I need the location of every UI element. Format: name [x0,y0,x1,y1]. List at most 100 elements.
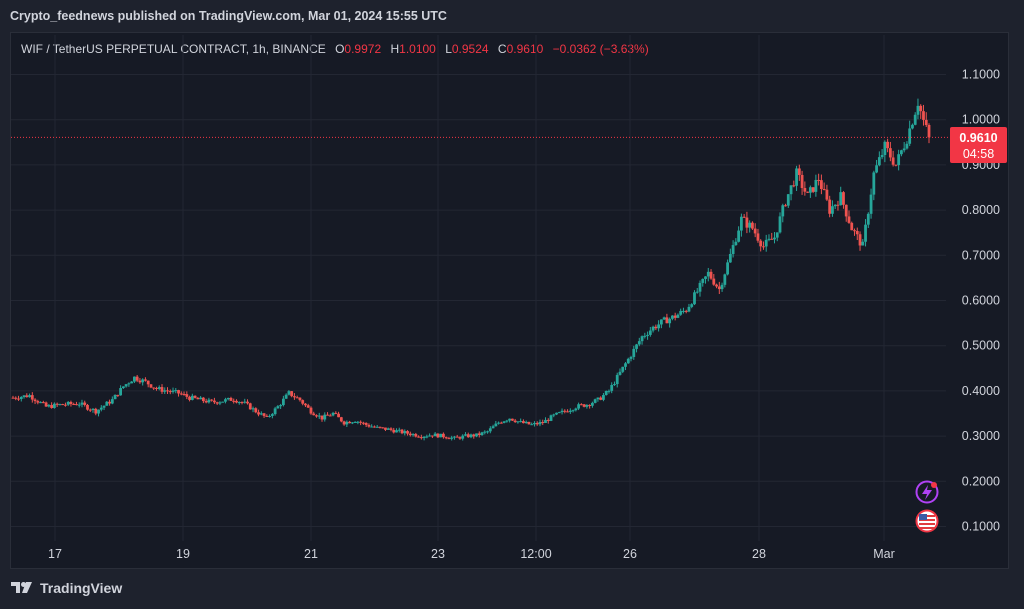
x-tick-label: 17 [48,547,62,561]
candle-body [430,435,434,437]
candle-body [466,434,470,438]
candle-body [563,410,567,412]
symbol-label: WIF / TetherUS PERPETUAL CONTRACT, 1h, B… [21,42,326,56]
candle-body [844,204,848,217]
candle-body [916,105,920,115]
candle-body [770,238,774,240]
candle-body [50,405,54,408]
change-value: −0.0362 (−3.63%) [552,42,649,56]
candle-body [268,415,271,417]
time-axis: 17 19 21 23 12:00 26 28 Mar [48,547,895,561]
candle-body [651,326,655,331]
candle-body [246,401,249,404]
candle-body [447,438,451,440]
candle-body [803,187,807,192]
candle-body [596,397,600,400]
candle-body [243,401,247,403]
candle-body [439,433,443,438]
x-tick-label: 28 [752,547,766,561]
candle-body [353,421,357,423]
candle-body [323,414,327,420]
y-tick-label: 0.7000 [962,248,1000,262]
candle-body [850,222,854,231]
candle-body [364,422,368,425]
candle-body [281,398,285,406]
candle-body [717,286,721,290]
us-flag-icon[interactable] [915,509,939,533]
candle-body [888,148,892,158]
candle-body [491,426,495,429]
candle-body [891,157,895,165]
candle-body [579,404,583,406]
candle-body [375,426,379,428]
candle-body [417,436,420,438]
candle-body [913,114,917,125]
candle-body [497,422,500,424]
candle-body [922,111,925,120]
candle-body [64,404,67,406]
candle-body [141,379,145,383]
candle-body [475,433,478,437]
candle-body [199,397,203,400]
candle-body [320,415,324,420]
y-tick-label: 0.4000 [962,384,1000,398]
candle-body [116,394,120,396]
candle-body [789,185,793,195]
grid-lines [11,35,946,541]
y-tick-label: 0.3000 [962,429,1000,443]
candle-body [684,310,688,312]
candle-body [61,404,65,406]
candle-body [552,414,556,416]
candle-body [144,379,147,381]
candle-body [778,216,782,233]
candle-body [455,436,459,438]
candle-body [640,336,644,342]
candle-body [781,205,785,217]
candle-body [55,403,59,405]
candle-body [784,205,787,207]
candle-body [739,216,743,231]
candle-body [298,397,302,401]
candle-body [673,315,677,318]
candle-body [753,228,757,234]
candle-body [395,430,398,433]
lightning-icon[interactable] [915,480,939,504]
x-tick-label: 26 [623,547,637,561]
candle-body [646,334,649,336]
candle-body [17,398,20,400]
candle-body [361,422,365,424]
candle-body [138,380,142,383]
candle-body [822,189,826,191]
candle-body [69,401,73,405]
x-tick-label: 23 [431,547,445,561]
candle-body [715,284,718,287]
candle-body [728,253,732,263]
candle-body [687,306,691,312]
candle-body [875,165,878,173]
candle-body [201,397,205,402]
candle-body [800,174,804,188]
candle-body [190,395,194,400]
candle-body [723,274,727,285]
candle-body [643,335,647,337]
candle-body [662,317,666,320]
candle-body [872,172,876,195]
candle-body [574,408,578,411]
candle-body [759,240,763,247]
candle-body [392,429,396,433]
candle-body [571,410,575,412]
candle-body [293,396,296,398]
candle-body [908,128,912,144]
low-label: L [445,42,452,56]
candle-body [226,397,230,400]
candle-body [72,404,76,406]
candle-body [182,394,186,396]
candle-body [618,371,622,375]
candle-body [312,413,316,416]
candle-body [254,408,258,413]
candle-body [179,393,183,395]
x-tick-label: 19 [176,547,190,561]
candle-body [237,402,241,404]
candle-body [886,141,890,149]
